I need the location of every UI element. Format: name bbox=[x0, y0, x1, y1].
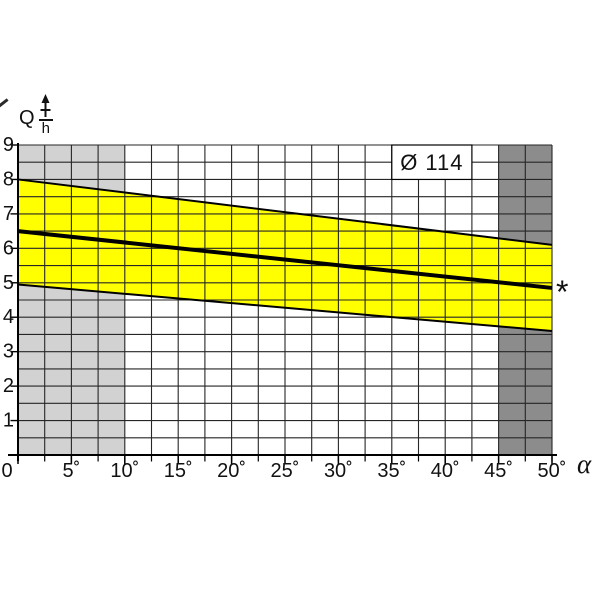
x-tick-label: 15˚ bbox=[164, 460, 193, 482]
y-tick-label: 9 bbox=[3, 134, 14, 156]
y-tick-label: 8 bbox=[3, 168, 14, 190]
band-bottom-edge bbox=[17, 283, 553, 332]
x-tick-label: 25˚ bbox=[271, 460, 300, 482]
y-tick-label: 5 bbox=[3, 272, 14, 294]
y-tick-label: 2 bbox=[3, 375, 14, 397]
y-axis-unit-fraction: h bbox=[38, 94, 53, 137]
x-tick-label: 40˚ bbox=[431, 460, 460, 482]
y-axis-quantity: Q bbox=[19, 107, 35, 129]
y-tick-label: 7 bbox=[3, 203, 14, 225]
y-axis-unit-denominator: h bbox=[38, 119, 53, 137]
y-tick-label: 3 bbox=[3, 341, 14, 363]
x-tick-label: 45˚ bbox=[484, 460, 513, 482]
x-tick-label: 5˚ bbox=[63, 460, 81, 482]
x-tick-label: 20˚ bbox=[217, 460, 246, 482]
x-tick-label: 0 bbox=[1, 460, 12, 482]
band-top-edge bbox=[17, 178, 553, 246]
y-tick-label: 6 bbox=[3, 237, 14, 259]
x-tick-label: 35˚ bbox=[377, 460, 406, 482]
x-tick-label: 10˚ bbox=[110, 460, 139, 482]
y-axis-title: Q h bbox=[19, 94, 53, 137]
y-tick-label: 4 bbox=[3, 306, 14, 328]
capacity-line bbox=[17, 229, 553, 290]
y-tick-label: 1 bbox=[3, 410, 14, 432]
grid bbox=[18, 144, 553, 455]
x-tick-label: 30˚ bbox=[324, 460, 353, 482]
diameter-label-box bbox=[391, 144, 473, 181]
x-axis-title-alpha: α bbox=[577, 449, 592, 479]
endpoint-asterisk: * bbox=[556, 274, 568, 310]
diameter-label: Ø 114 bbox=[400, 150, 463, 175]
x-tick-label: 50˚ bbox=[538, 460, 567, 482]
t-up-arrow-icon bbox=[39, 94, 52, 118]
